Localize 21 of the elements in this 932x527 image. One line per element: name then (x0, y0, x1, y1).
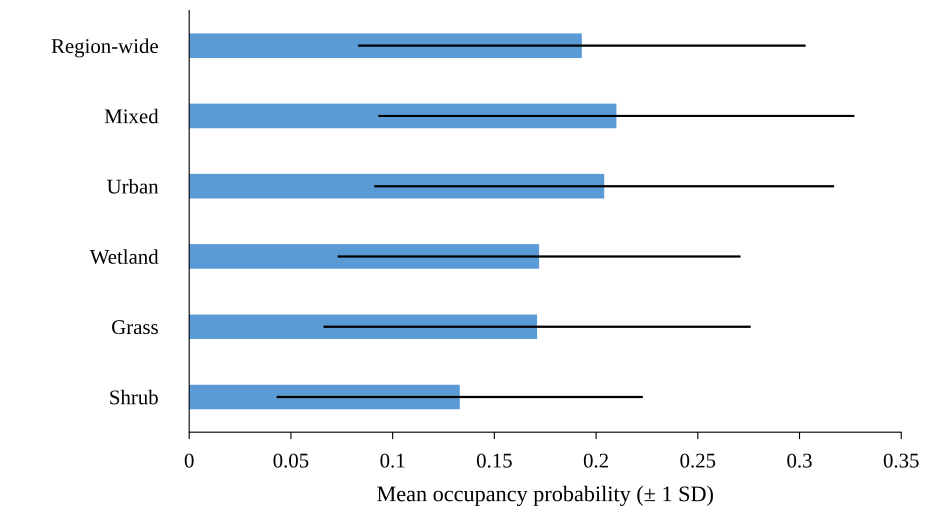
x-tick-label: 0.25 (680, 454, 716, 468)
y-tick-label: Grass (112, 320, 158, 334)
x-tick-label: 0 (184, 454, 194, 468)
x-tick-label: 0.15 (476, 454, 512, 468)
bar (189, 314, 538, 340)
y-tick-label: Wetland (90, 249, 158, 264)
bar (189, 174, 604, 199)
bar (189, 384, 460, 410)
x-tick-label: 0.05 (273, 454, 308, 468)
y-tick-label: Mixed (104, 108, 158, 124)
bar (189, 104, 616, 128)
x-tick-label: 0.2 (584, 454, 608, 468)
bar (189, 244, 540, 269)
y-tick-label: Shrub (110, 390, 158, 404)
bar (189, 33, 582, 58)
y-tick-label: Region-wide (52, 38, 158, 58)
x-axis-title: Mean occupancy probability (± 1 SD) (377, 486, 713, 506)
y-tick-label: Urban (107, 178, 158, 194)
x-tick-label: 0.3 (787, 454, 812, 468)
x-tick-label: 0.35 (884, 454, 919, 468)
x-tick-label: 0.1 (380, 454, 404, 468)
